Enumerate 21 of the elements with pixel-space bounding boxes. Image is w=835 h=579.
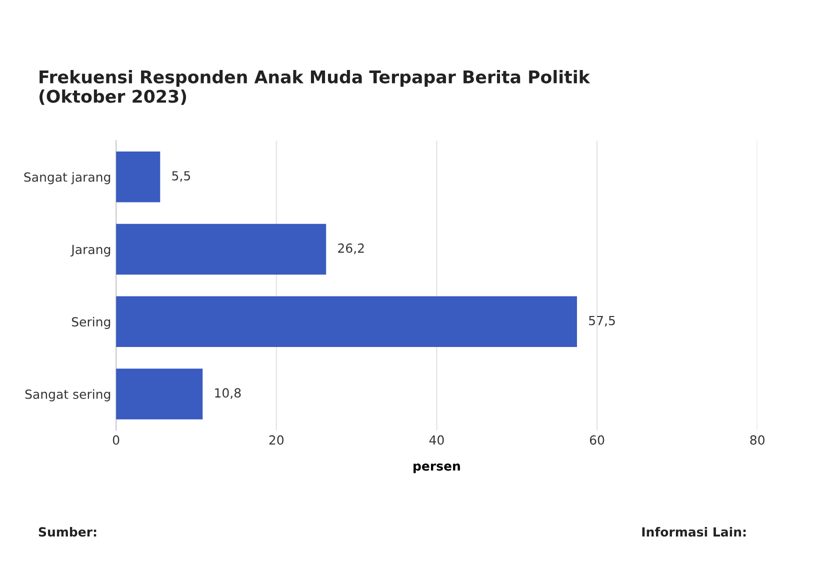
x-tick-label: 80 [750, 435, 764, 445]
y-tick-label: Sering [72, 316, 110, 329]
bar [116, 368, 203, 420]
data-label: 57,5 [589, 316, 615, 327]
data-label: 5,5 [172, 171, 190, 182]
data-label: 26,2 [338, 243, 364, 254]
bar [116, 152, 160, 202]
bar [116, 224, 326, 275]
x-tick-label: 0 [112, 435, 120, 445]
x-axis-title: persen [414, 464, 460, 474]
data-label: 10,8 [215, 388, 241, 399]
x-tick-label: 60 [590, 435, 604, 445]
bar [116, 296, 577, 347]
chart-title: Frekuensi Responden Anak Muda Terpapar Berita Politik (Oktober 2023) [39, 70, 590, 105]
y-tick-label: Sangat jarang [24, 172, 110, 184]
text: Sumber: [38, 526, 96, 537]
text: Informasi Lain: [642, 526, 746, 537]
x-tick-label: 40 [429, 435, 444, 445]
y-tick-label: Sangat sering [25, 389, 110, 402]
y-tick-label: Jarang [70, 244, 110, 257]
x-tick-label: 20 [269, 435, 284, 445]
